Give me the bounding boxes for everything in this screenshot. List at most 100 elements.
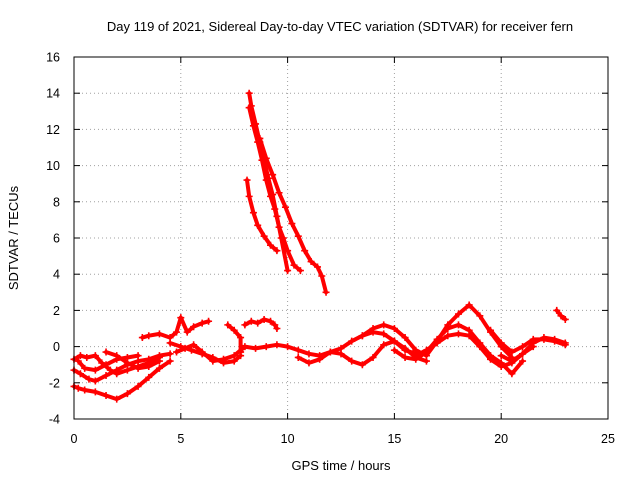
- data-point-marker: [380, 321, 388, 329]
- data-point-marker: [252, 344, 260, 352]
- data-point-marker: [551, 335, 559, 343]
- series-arc-u: [497, 334, 569, 365]
- data-point-marker: [348, 357, 356, 365]
- data-point-marker: [284, 343, 292, 351]
- data-point-marker: [260, 232, 268, 240]
- data-point-marker: [173, 348, 181, 356]
- series-arc-r: [390, 321, 527, 378]
- series-arc-p: [294, 337, 430, 369]
- data-point-marker: [198, 348, 206, 356]
- data-point-marker: [258, 156, 266, 164]
- series-arc-l: [245, 104, 304, 275]
- data-point-marker: [279, 234, 287, 242]
- data-point-marker: [433, 339, 441, 347]
- data-point-marker: [337, 350, 345, 358]
- data-point-marker: [281, 203, 289, 211]
- data-point-marker: [508, 348, 516, 356]
- data-point-marker: [230, 326, 238, 334]
- data-point-marker: [262, 176, 270, 184]
- data-point-marker: [262, 343, 270, 351]
- data-point-marker: [123, 390, 131, 398]
- x-axis-label: GPS time / hours: [292, 458, 391, 473]
- data-point-marker: [183, 328, 191, 336]
- data-point-marker: [358, 332, 366, 340]
- data-point-marker: [134, 352, 142, 360]
- data-point-marker: [301, 247, 309, 255]
- data-point-marker: [155, 364, 163, 372]
- data-point-marker: [318, 272, 326, 280]
- data-point-marker: [497, 352, 505, 360]
- y-tick-labels: -4 -2 0 2 4 6 8 10 12 14 16: [46, 51, 60, 427]
- data-point-marker: [102, 372, 110, 380]
- data-point-marker: [275, 223, 283, 231]
- data-point-marker: [497, 363, 505, 371]
- series-arc-e: [74, 352, 142, 374]
- series-arc-i: [224, 321, 245, 356]
- y-tick-label: 12: [46, 123, 60, 137]
- series-arc-n: [243, 176, 281, 255]
- data-point-marker: [113, 395, 121, 403]
- data-point-marker: [290, 261, 298, 269]
- data-point-marker: [465, 301, 473, 309]
- y-tick-label: 0: [53, 340, 60, 354]
- data-point-marker: [243, 176, 251, 184]
- data-series-group: [70, 89, 569, 403]
- data-point-marker: [198, 319, 206, 327]
- data-point-marker: [247, 317, 255, 325]
- data-point-marker: [245, 192, 253, 200]
- data-point-marker: [305, 350, 313, 358]
- data-point-marker: [145, 363, 153, 371]
- data-point-marker: [267, 241, 275, 249]
- data-point-marker: [273, 341, 281, 349]
- y-tick-label: -2: [49, 376, 60, 390]
- data-point-marker: [519, 343, 527, 351]
- data-point-marker: [91, 388, 99, 396]
- data-point-marker: [390, 325, 398, 332]
- data-point-marker: [508, 370, 516, 378]
- data-point-marker: [237, 334, 245, 342]
- data-point-marker: [444, 325, 452, 332]
- data-point-marker: [245, 104, 253, 112]
- data-point-marker: [326, 348, 334, 356]
- data-point-marker: [294, 353, 302, 361]
- data-point-marker: [454, 310, 462, 318]
- data-point-marker: [294, 232, 302, 240]
- series-arc-h: [173, 341, 247, 365]
- data-point-marker: [76, 370, 84, 378]
- data-point-marker: [465, 332, 473, 340]
- data-point-marker: [102, 348, 110, 356]
- data-point-marker: [267, 192, 275, 200]
- series-line: [225, 322, 243, 354]
- data-point-marker: [106, 366, 114, 374]
- series-line: [140, 315, 211, 340]
- data-point-marker: [401, 334, 409, 342]
- data-point-marker: [245, 89, 253, 97]
- data-point-marker: [271, 321, 279, 329]
- data-point-marker: [155, 330, 163, 338]
- axis-ticks: [73, 56, 609, 420]
- y-tick-label: -4: [49, 413, 60, 427]
- data-point-marker: [262, 154, 270, 162]
- data-point-marker: [241, 321, 249, 329]
- data-point-marker: [102, 391, 110, 399]
- data-point-marker: [249, 122, 257, 130]
- data-point-marker: [322, 288, 330, 296]
- data-point-marker: [284, 247, 292, 255]
- data-point-marker: [190, 323, 198, 331]
- series-arc-m: [256, 134, 330, 296]
- data-point-marker: [314, 263, 322, 271]
- x-tick-label: 10: [281, 432, 295, 446]
- series-line: [174, 342, 245, 364]
- data-point-marker: [380, 330, 388, 338]
- data-point-marker: [134, 382, 142, 390]
- x-tick-label: 15: [387, 432, 401, 446]
- data-point-marker: [273, 325, 281, 332]
- chart-title: Day 119 of 2021, Sidereal Day-to-day VTE…: [107, 19, 573, 34]
- data-point-marker: [91, 377, 99, 385]
- data-point-marker: [113, 370, 121, 378]
- data-point-marker: [401, 344, 409, 352]
- data-point-marker: [269, 171, 277, 179]
- data-point-marker: [561, 315, 569, 323]
- data-point-marker: [220, 355, 228, 363]
- data-point-marker: [369, 353, 377, 361]
